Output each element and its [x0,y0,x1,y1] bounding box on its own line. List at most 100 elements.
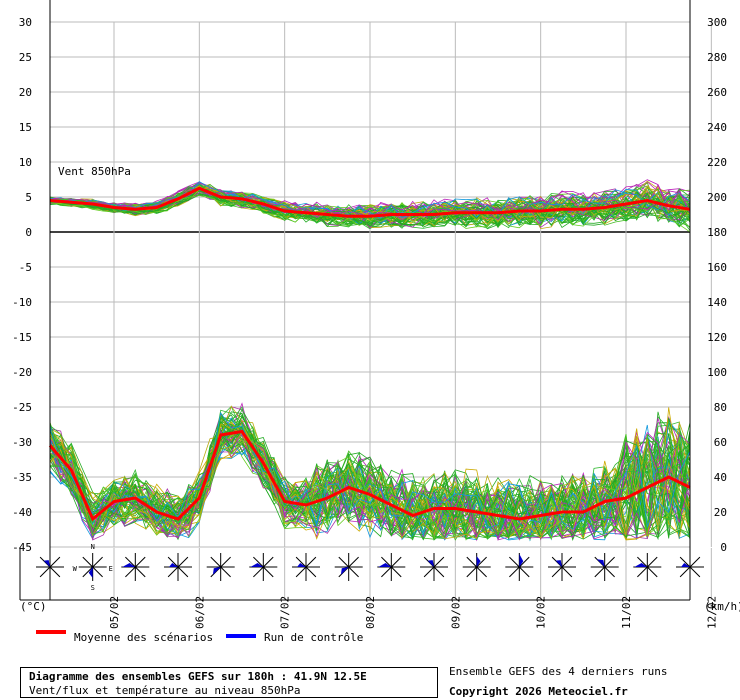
wind-rose [505,552,534,582]
y-left-tick: 20 [19,86,32,99]
wind-rose [462,552,491,582]
rose-spoke [134,556,146,568]
rose-spoke [92,556,103,568]
rose-wedge [122,563,136,567]
rose-spoke [253,566,264,578]
y-left-tick: -5 [19,261,32,274]
compass-letter: E [109,565,113,573]
y-left-tick: -45 [12,541,32,554]
y-right-tick: 200 [707,191,727,204]
wind-rose [548,553,576,581]
temp-member-line [49,417,691,526]
compass-letter: W [73,565,78,573]
x-tick-label: 12/02 [705,596,718,629]
wind-member-line [49,181,691,220]
rose-spoke [466,556,478,568]
rose-spoke [518,556,530,568]
rose-spoke [390,566,402,578]
chart-title: Diagramme des ensembles GEFS sur 180h : … [29,670,367,683]
rose-spoke [305,556,317,568]
y-right-tick: 300 [707,16,727,29]
x-tick-label: 09/02 [449,596,462,629]
rose-wedge [476,556,481,567]
rose-wedge [519,554,524,567]
y-left-tick: 10 [19,156,32,169]
rose-spoke [551,566,563,578]
rose-spoke [689,566,701,578]
temp-member-line [49,425,691,540]
rose-spoke [82,556,94,568]
rose-spoke [476,556,487,568]
rose-wedge [297,563,306,567]
rose-spoke [338,566,350,578]
y-right-tick: 0 [720,541,727,554]
rose-spoke [305,566,317,578]
rose-spoke [518,566,530,578]
rose-spoke [177,566,189,578]
rose-spoke [381,556,392,568]
rose-spoke [509,566,520,578]
rose-wedge [634,563,648,567]
rose-spoke [423,566,435,578]
y-right-tick: 140 [707,296,727,309]
rose-spoke [92,566,103,578]
wind-rose [164,553,192,581]
x-tick-label: 10/02 [535,596,548,629]
rose-spoke [49,556,61,568]
wind-member-line [49,184,691,225]
temp-member-line [49,436,691,540]
y-right-tick: 160 [707,261,727,274]
y-right-tick: 180 [707,226,727,239]
rose-spoke [433,556,445,568]
rose-spoke [604,556,615,568]
rose-spoke [679,566,691,578]
x-tick-label: 06/02 [193,596,206,629]
rose-spoke [220,566,231,578]
rose-wedge [427,560,434,567]
y-right-tick: 100 [707,366,727,379]
temp-member-line [49,432,691,538]
rose-wedge [169,563,178,567]
rose-spoke [476,566,487,578]
y-right-tick: 220 [707,156,727,169]
temp-member-line [49,431,691,541]
y-left-tick: 25 [19,51,32,64]
rose-spoke [253,556,264,568]
temp-member-line [49,409,691,539]
rose-spoke [338,556,350,568]
rose-spoke [594,566,606,578]
wind-rose [249,552,278,582]
temperature-mean-line [48,429,691,522]
rose-spoke [509,556,520,568]
rose-wedge [378,563,392,567]
rose-spoke [646,566,658,578]
wind-rose [377,552,406,582]
legend: Moyenne des scénarios Run de contrôle [36,630,363,644]
wind-rose [633,552,662,582]
wind-rose [334,552,363,582]
rose-spoke [637,556,648,568]
wind-member-line [49,195,691,233]
compass-letter: N [91,543,95,551]
rose-spoke [220,556,231,568]
mean-lines [48,186,691,522]
temp-member-line [49,407,691,534]
temp-member-line [49,424,691,539]
y-left-tick: 5 [25,191,32,204]
rose-spoke [679,556,691,568]
y-left-unit: (°C) [20,600,47,613]
wind-roses: N W E S [36,543,704,592]
info-box: Diagramme des ensembles GEFS sur 180h : … [20,667,438,698]
ensemble-note: Ensemble GEFS des 4 derniers runs [449,665,668,678]
wind-rose [292,553,320,581]
rose-spoke [466,566,478,578]
temp-member-line [49,424,691,540]
wind-rose [78,552,107,582]
x-tick-label: 08/02 [364,596,377,629]
y-left-tick: 30 [19,16,32,29]
temp-member-line [49,411,691,530]
rose-spoke [262,566,274,578]
rose-spoke [381,566,392,578]
